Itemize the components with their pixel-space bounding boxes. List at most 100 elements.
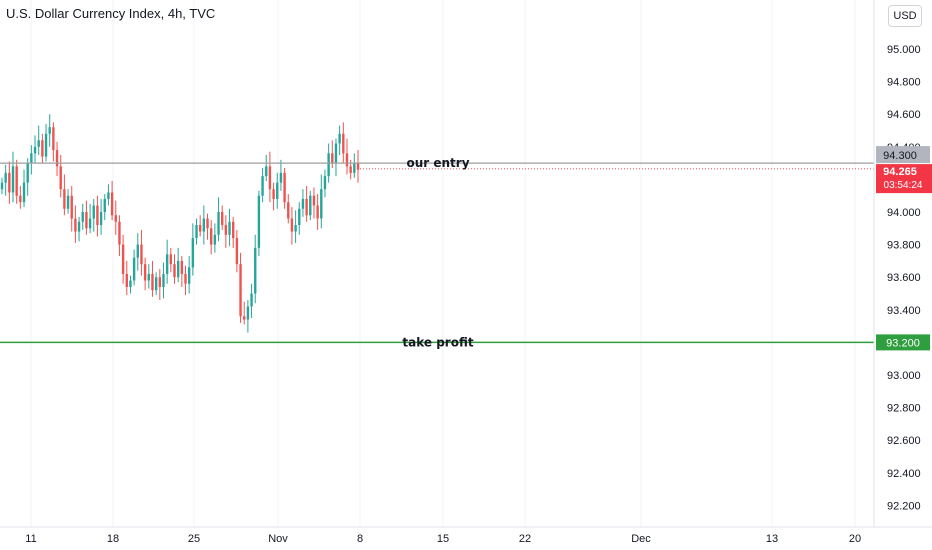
chart-grid [30, 0, 856, 527]
candle-body [107, 192, 110, 199]
candle-body [272, 189, 275, 199]
candle-body [312, 195, 316, 206]
candle-body [11, 166, 15, 193]
candle-body [221, 212, 224, 226]
candle-body [37, 140, 40, 147]
candle-body [345, 153, 349, 167]
time-tick-label: 13 [766, 533, 778, 545]
candle-body [59, 166, 62, 190]
candle-body [44, 133, 48, 157]
candle-body [202, 218, 206, 232]
candle-body [85, 212, 88, 229]
price-tick-label: 92.600 [887, 435, 921, 447]
time-tick-label: 20 [849, 533, 861, 545]
candle-body [187, 267, 191, 284]
candle-body [121, 244, 125, 274]
candle-body [132, 257, 136, 281]
price-tick-label: 93.600 [887, 272, 921, 284]
price-tick-label: 92.200 [887, 500, 921, 512]
take-profit-price-tag [876, 334, 930, 351]
candle-body [235, 238, 239, 265]
price-tick-label: 95.000 [887, 44, 921, 56]
candle-body [301, 198, 305, 209]
candle-body [283, 172, 286, 203]
candle-body [243, 316, 246, 320]
current-price-tag-label: 94.265 [883, 166, 917, 178]
candle-body [70, 195, 73, 219]
price-tick-label: 92.400 [887, 468, 921, 480]
entry-price-tag [876, 146, 930, 164]
candle-body [0, 182, 4, 190]
candle-body [77, 221, 81, 232]
candle-body [41, 140, 44, 157]
chart-title: U.S. Dollar Currency Index, 4h, TVC [6, 6, 216, 21]
candle-body [125, 273, 128, 287]
time-tick-label: 25 [188, 533, 200, 545]
candle-body [8, 172, 11, 193]
candle-body [129, 280, 132, 287]
candle-body [342, 133, 345, 154]
candle-body [353, 163, 356, 173]
candlestick-series [0, 114, 360, 333]
candle-body [246, 306, 250, 320]
candle-body [180, 260, 184, 274]
candle-body [232, 221, 235, 239]
candle-body [169, 254, 173, 265]
time-tick-label: 8 [357, 533, 363, 545]
candle-body [103, 198, 106, 212]
candle-body [316, 205, 319, 219]
candle-body [195, 225, 198, 239]
candle-body [331, 153, 334, 164]
entry-line-label: our entry [406, 156, 469, 170]
entry-price-tag-label: 94.300 [883, 150, 917, 162]
candle-body [147, 273, 150, 281]
candle-body [305, 198, 308, 216]
candle-body [276, 182, 279, 199]
candle-body [30, 153, 33, 164]
candle-body [66, 195, 70, 209]
candle-body [154, 277, 158, 291]
candle-body [136, 244, 139, 258]
candle-body [349, 166, 352, 173]
candle-body [320, 189, 323, 219]
candle-body [118, 221, 121, 245]
time-tick-label: Nov [268, 533, 288, 545]
candle-body [250, 293, 253, 307]
candle-body [298, 208, 301, 226]
candle-body [224, 225, 228, 235]
candle-body [257, 195, 261, 248]
candle-body [191, 238, 195, 268]
candle-body [96, 205, 99, 226]
candle-body [22, 182, 26, 203]
candle-body [176, 260, 180, 278]
candle-body [356, 163, 360, 170]
candle-body [261, 176, 264, 196]
price-tick-label: 93.800 [887, 240, 921, 252]
candle-body [162, 273, 165, 287]
time-axis: 11 18 25 Nov 8 15 22 Dec 13 20 [25, 533, 861, 545]
current-price-tag [876, 164, 932, 194]
candle-body [74, 218, 77, 232]
candle-body [114, 215, 117, 222]
candle-body [26, 163, 29, 183]
candle-body [198, 225, 202, 232]
candle-body [140, 244, 143, 265]
candle-body [165, 254, 169, 274]
candle-body [48, 127, 51, 134]
candle-body [184, 273, 187, 284]
price-tick-label: 94.600 [887, 109, 921, 121]
candle-body [63, 189, 66, 209]
candle-body [287, 202, 290, 219]
candle-body [213, 234, 217, 245]
price-tick-label: 94.800 [887, 77, 921, 89]
candle-body [268, 166, 272, 190]
candle-body [265, 166, 268, 177]
candle-body [294, 225, 297, 232]
candle-body [110, 192, 114, 216]
currency-selector[interactable]: USD [888, 5, 922, 27]
candle-body [173, 264, 176, 278]
candle-body [239, 264, 242, 317]
candle-body [88, 218, 92, 229]
take-profit-price-tag-label: 93.200 [886, 337, 920, 349]
